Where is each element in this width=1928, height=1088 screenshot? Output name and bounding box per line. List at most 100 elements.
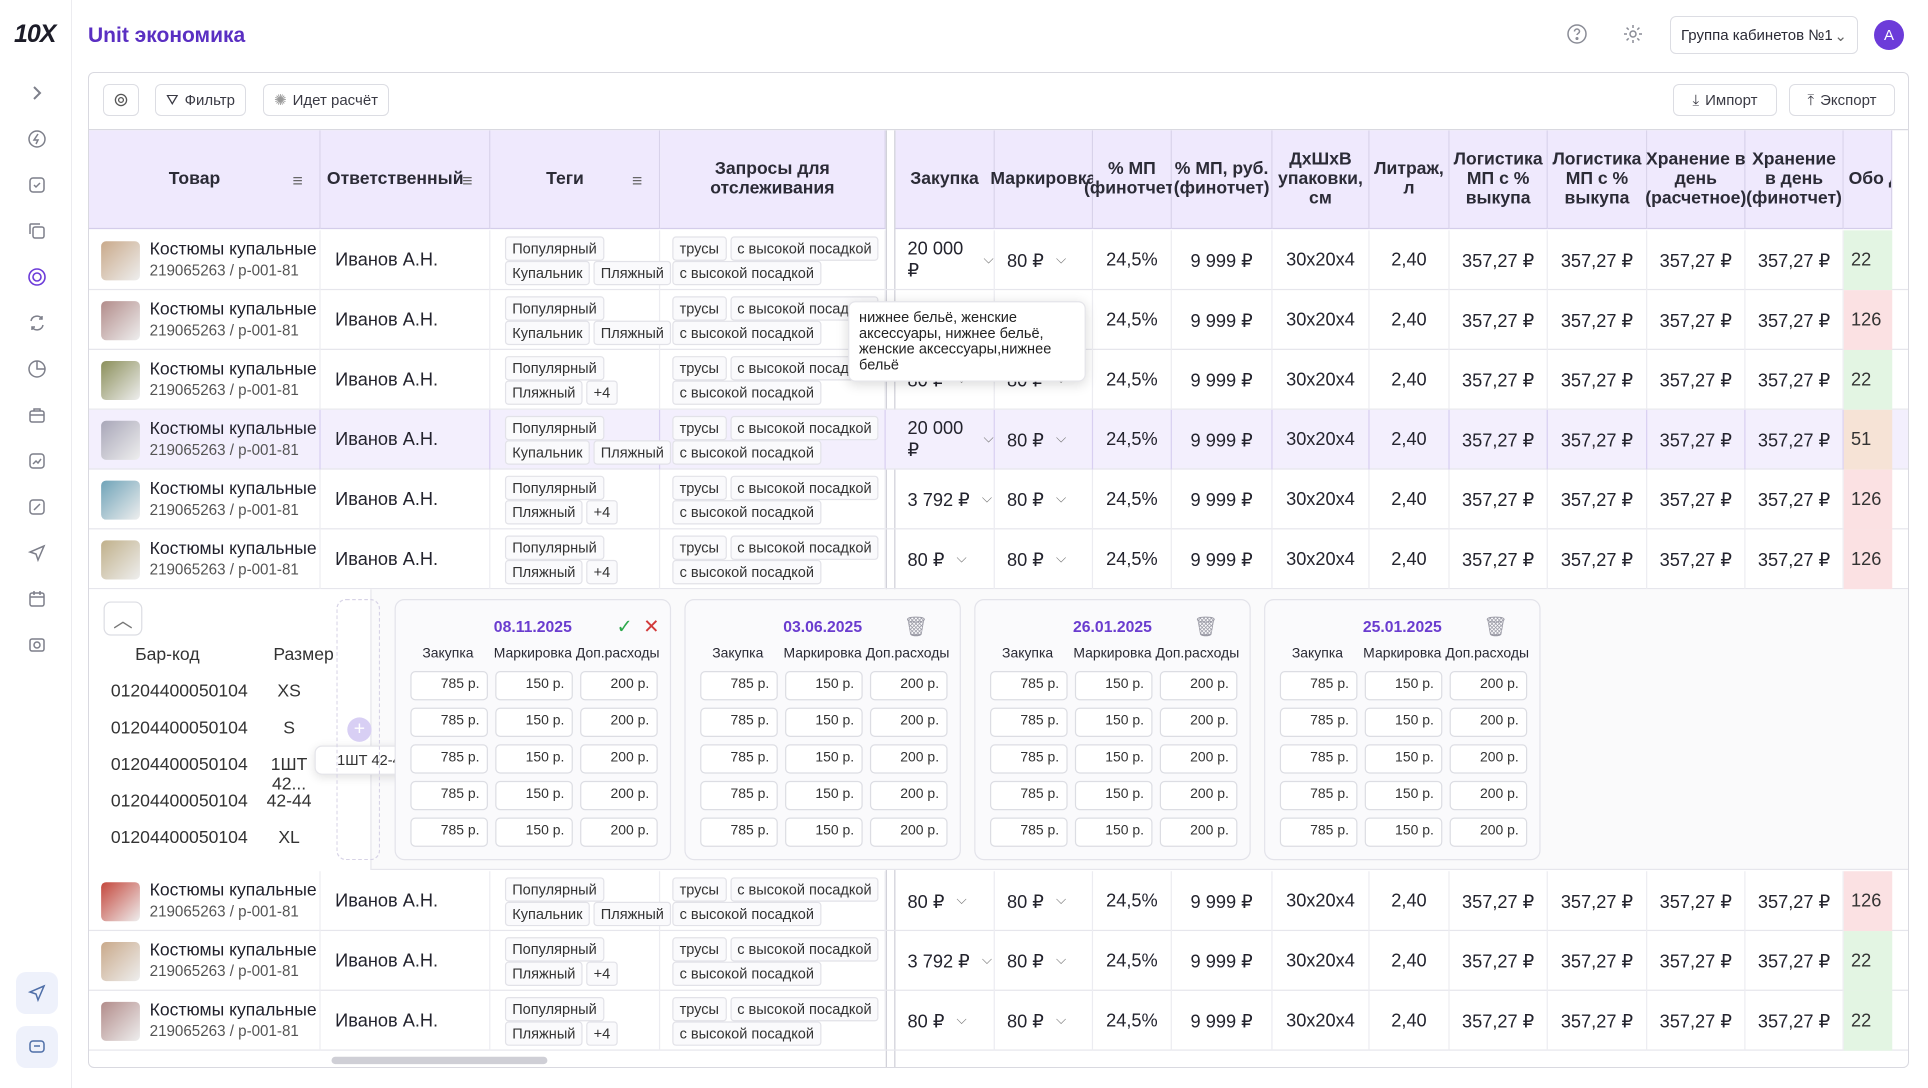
purchase-select[interactable]: 20 000 ₽ ⌵ <box>895 409 995 470</box>
queries-cell[interactable]: трусы с высокой посадкой с высокой посадко… <box>660 529 886 590</box>
price-input[interactable]: 150 р. <box>1074 707 1153 737</box>
table-row[interactable]: Костюмы купальные 219065263 / p-001-81 Ива… <box>89 529 1908 590</box>
price-input[interactable]: 150 р. <box>1364 817 1443 847</box>
briefcase-icon[interactable] <box>24 402 50 428</box>
price-input[interactable]: 150 р. <box>495 817 573 847</box>
price-input[interactable]: 785 р. <box>990 671 1068 701</box>
camera-icon[interactable] <box>24 632 50 658</box>
price-input[interactable]: 200 р. <box>869 817 948 847</box>
price-input[interactable]: 785 р. <box>700 671 778 701</box>
column-header-storage-fin[interactable]: Хранение в день (финотчет) <box>1745 130 1844 230</box>
table-row[interactable]: Костюмы купальные 219065263 / p-001-81 Ива… <box>89 931 1908 991</box>
price-input[interactable]: 200 р. <box>580 744 658 774</box>
marking-select[interactable]: 80 ₽ ⌵ <box>995 990 1094 1051</box>
unit-economics-icon[interactable] <box>24 264 50 290</box>
add-icon[interactable]: + <box>347 717 372 742</box>
calendar-icon[interactable] <box>24 586 50 612</box>
column-header-product[interactable]: Товар ≡ <box>89 130 321 230</box>
tags-cell[interactable]: Популярный Пляжный +4 <box>490 990 661 1051</box>
column-header-owner[interactable]: Ответственный ≡ <box>320 130 491 230</box>
product-cell[interactable]: Костюмы купальные 219065263 / p-001-81 <box>89 409 321 470</box>
analytics-icon[interactable] <box>24 448 50 474</box>
trash-icon[interactable]: 🗑 <box>1483 617 1508 639</box>
price-input[interactable]: 785 р. <box>410 817 488 847</box>
column-header-liters[interactable]: Литраж, л <box>1369 130 1450 230</box>
price-input[interactable]: 150 р. <box>785 744 863 774</box>
marking-select[interactable]: 80 ₽ ⌵ <box>995 931 1094 991</box>
price-input[interactable]: 200 р. <box>1159 744 1238 774</box>
help-icon[interactable] <box>1566 23 1590 47</box>
refresh-icon[interactable] <box>24 310 50 336</box>
column-header-tags[interactable]: Теги ≡ <box>490 130 661 230</box>
marking-select[interactable]: 80 ₽ ⌵ <box>995 469 1094 530</box>
expand-sidebar-icon[interactable] <box>24 80 50 106</box>
price-input[interactable]: 150 р. <box>1074 780 1153 811</box>
column-header-purchase[interactable]: Закупка <box>895 130 995 230</box>
price-input[interactable]: 200 р. <box>1449 671 1528 701</box>
sort-icon[interactable]: ≡ <box>292 171 303 192</box>
percent-icon[interactable] <box>24 494 50 520</box>
price-input[interactable]: 150 р. <box>785 707 863 737</box>
price-input[interactable]: 200 р. <box>1159 707 1238 737</box>
price-input[interactable]: 200 р. <box>869 671 948 701</box>
purchase-select[interactable]: 3 792 ₽ ⌵ <box>895 469 995 530</box>
price-input[interactable]: 785 р. <box>410 707 488 737</box>
avatar[interactable]: A <box>1874 20 1904 50</box>
price-input[interactable]: 785 р. <box>700 817 778 847</box>
send-icon[interactable] <box>24 540 50 566</box>
price-input[interactable]: 785 р. <box>990 744 1068 774</box>
queries-cell[interactable]: трусы с высокой посадкой с высокой посадко… <box>660 990 886 1051</box>
price-input[interactable]: 150 р. <box>1364 780 1443 811</box>
table-settings-button[interactable] <box>103 84 139 116</box>
product-cell[interactable]: Костюмы купальные 219065263 / p-001-81 <box>89 871 321 932</box>
tags-cell[interactable]: Популярный Купальник Пляжный <box>490 871 672 932</box>
price-input[interactable]: 785 р. <box>990 780 1068 811</box>
price-input[interactable]: 785 р. <box>700 780 778 811</box>
purchase-select[interactable]: 20 000 ₽ ⌵ <box>895 230 995 291</box>
export-button[interactable]: ⤒ Экспорт <box>1789 84 1895 116</box>
price-input[interactable]: 200 р. <box>1449 744 1528 774</box>
column-header-queries[interactable]: Запросы для отслеживания <box>660 130 886 230</box>
price-input[interactable]: 150 р. <box>495 744 573 774</box>
app-logo[interactable]: 10X <box>14 20 56 48</box>
marking-select[interactable] <box>995 290 1094 350</box>
column-header-mp-percent[interactable]: % МП (финотчет) <box>1084 130 1180 230</box>
marking-select[interactable]: 80 ₽ ⌵ <box>995 409 1094 470</box>
column-header-logistics-1[interactable]: Логистика МП с % выкупа <box>1449 130 1548 230</box>
trash-icon[interactable]: 🗑 <box>903 617 929 639</box>
bolt-circle-icon[interactable] <box>24 126 50 152</box>
column-header-marking[interactable]: Маркировка <box>990 130 1096 230</box>
purchase-select[interactable]: 3 792 ₽ ⌵ <box>895 931 995 991</box>
tags-cell[interactable]: Популярный Пляжный +4 <box>490 931 661 991</box>
table-row[interactable]: Костюмы купальные 219065263 / p-001-81 Ива… <box>89 469 1908 530</box>
column-header-dimensions[interactable]: ДхШхВ упаковки, см <box>1272 130 1370 230</box>
support-chat-button[interactable] <box>16 1026 58 1068</box>
price-input[interactable]: 785 р. <box>1279 744 1358 774</box>
cancel-icon[interactable]: ✕ <box>643 617 660 639</box>
marking-select[interactable]: 80 ₽ ⌵ <box>995 529 1094 590</box>
price-input[interactable]: 200 р. <box>869 707 948 737</box>
price-input[interactable]: 200 р. <box>1449 780 1528 811</box>
price-input[interactable]: 200 р. <box>869 744 948 774</box>
collapse-button[interactable]: ︿ <box>103 601 143 636</box>
telegram-button[interactable] <box>16 972 58 1014</box>
trash-icon[interactable]: 🗑 <box>1193 617 1218 639</box>
marking-select[interactable]: 80 ₽ ⌵ <box>995 230 1094 291</box>
price-input[interactable]: 200 р. <box>1449 707 1528 737</box>
horizontal-scrollbar[interactable] <box>331 1056 548 1065</box>
price-input[interactable]: 150 р. <box>1364 671 1443 701</box>
table-row[interactable]: Костюмы купальные 219065263 / p-001-81 Ива… <box>89 230 1908 291</box>
purchase-select[interactable]: 80 ₽ ⌵ <box>895 871 995 932</box>
price-input[interactable]: 150 р. <box>495 780 573 811</box>
price-input[interactable]: 785 р. <box>700 707 778 737</box>
price-input[interactable]: 150 р. <box>785 817 863 847</box>
sort-icon[interactable]: ≡ <box>631 171 643 192</box>
product-cell[interactable]: Костюмы купальные 219065263 / p-001-81 <box>89 529 321 590</box>
price-input[interactable]: 785 р. <box>700 744 778 774</box>
price-input[interactable]: 200 р. <box>1159 780 1238 811</box>
price-input[interactable]: 785 р. <box>990 817 1068 847</box>
tags-cell[interactable]: Популярный Пляжный +4 <box>490 469 661 530</box>
copy-icon[interactable] <box>24 218 50 244</box>
price-input[interactable]: 785 р. <box>410 780 488 811</box>
price-input[interactable]: 785 р. <box>1279 671 1358 701</box>
